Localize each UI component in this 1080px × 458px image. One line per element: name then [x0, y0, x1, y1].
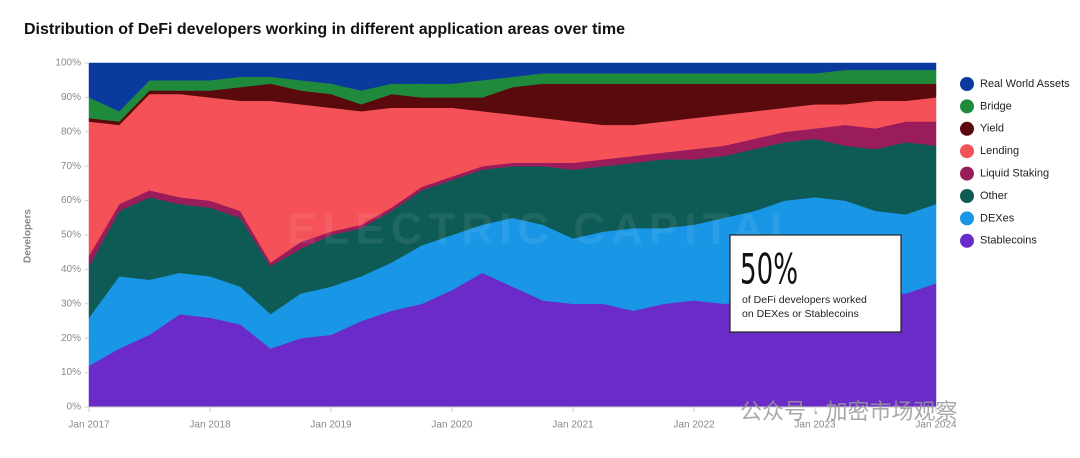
legend-label: Bridge — [980, 100, 1012, 112]
y-tick-label: 100% — [55, 58, 81, 69]
legend-label: Lending — [980, 145, 1019, 157]
legend-label: Yield — [980, 123, 1004, 135]
y-tick-label: 60% — [61, 195, 81, 206]
x-tick-label: Jan 2017 — [68, 420, 110, 431]
chart-title: Distribution of DeFi developers working … — [24, 21, 625, 38]
legend-swatch — [960, 233, 974, 248]
watermark: ELECTRIC CAPITAL — [287, 205, 803, 254]
annotation-text: of DeFi developers worked — [742, 294, 867, 306]
legend-label: DEXes — [980, 212, 1015, 224]
legend-label: Other — [980, 190, 1008, 202]
x-tick-label: Jan 2023 — [794, 420, 836, 431]
y-tick-label: 50% — [61, 230, 81, 241]
legend-swatch — [960, 77, 974, 91]
x-tick-label: Jan 2018 — [189, 420, 231, 431]
y-tick-label: 0% — [67, 402, 82, 413]
legend-label: Liquid Staking — [980, 168, 1049, 180]
y-tick-label: 30% — [61, 298, 81, 309]
legend-swatch — [960, 121, 974, 136]
x-tick-label: Jan 2022 — [673, 420, 715, 431]
y-axis-label: Developers — [23, 209, 34, 263]
x-tick-label: Jan 2019 — [310, 420, 352, 431]
y-tick-label: 90% — [61, 92, 81, 103]
legend-swatch — [960, 144, 974, 159]
y-tick-label: 20% — [61, 333, 81, 344]
y-tick-label: 10% — [61, 367, 81, 378]
legend-swatch — [960, 99, 974, 114]
annotation-box — [729, 234, 902, 333]
x-tick-label: Jan 2024 — [915, 420, 957, 431]
legend-swatch — [960, 166, 974, 181]
y-tick-label: 40% — [61, 264, 81, 275]
legend-swatch — [960, 189, 974, 203]
watermark: 公众号 · 加密市场观察 — [740, 399, 958, 424]
legend-swatch — [960, 211, 974, 226]
x-tick-label: Jan 2021 — [552, 420, 594, 431]
x-tick-label: Jan 2020 — [431, 420, 473, 431]
legend-label: Stablecoins — [980, 235, 1037, 247]
legend-label: Real World Assets — [980, 78, 1070, 90]
y-tick-label: 80% — [61, 126, 81, 137]
annotation-text: on DEXes or Stablecoins — [742, 308, 859, 320]
y-tick-label: 70% — [61, 161, 81, 172]
annotation-headline: 50% — [740, 245, 798, 294]
area — [88, 62, 937, 112]
